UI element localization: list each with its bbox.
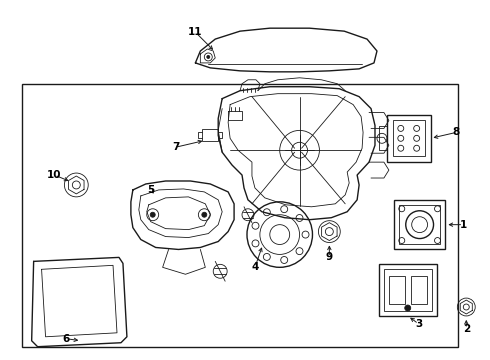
Text: 1: 1	[460, 220, 467, 230]
Bar	[394, 200, 445, 249]
Text: 6: 6	[63, 334, 70, 344]
Text: 4: 4	[251, 262, 259, 272]
Bar	[202, 129, 218, 141]
Text: 9: 9	[326, 252, 333, 262]
Bar	[399, 205, 441, 244]
Circle shape	[405, 305, 411, 311]
Circle shape	[150, 212, 155, 217]
Text: 11: 11	[188, 27, 203, 37]
Bar	[389, 276, 405, 304]
Bar	[384, 269, 432, 311]
Text: 5: 5	[147, 185, 154, 195]
Text: 3: 3	[415, 319, 422, 329]
Bar	[387, 114, 431, 162]
Circle shape	[202, 212, 207, 217]
Text: 7: 7	[172, 142, 179, 152]
Text: 2: 2	[463, 324, 470, 334]
Text: 10: 10	[47, 170, 62, 180]
Bar	[379, 264, 437, 316]
Bar	[22, 84, 458, 347]
Circle shape	[207, 55, 210, 58]
Bar	[393, 121, 425, 156]
Text: 8: 8	[453, 127, 460, 138]
Bar	[411, 276, 427, 304]
